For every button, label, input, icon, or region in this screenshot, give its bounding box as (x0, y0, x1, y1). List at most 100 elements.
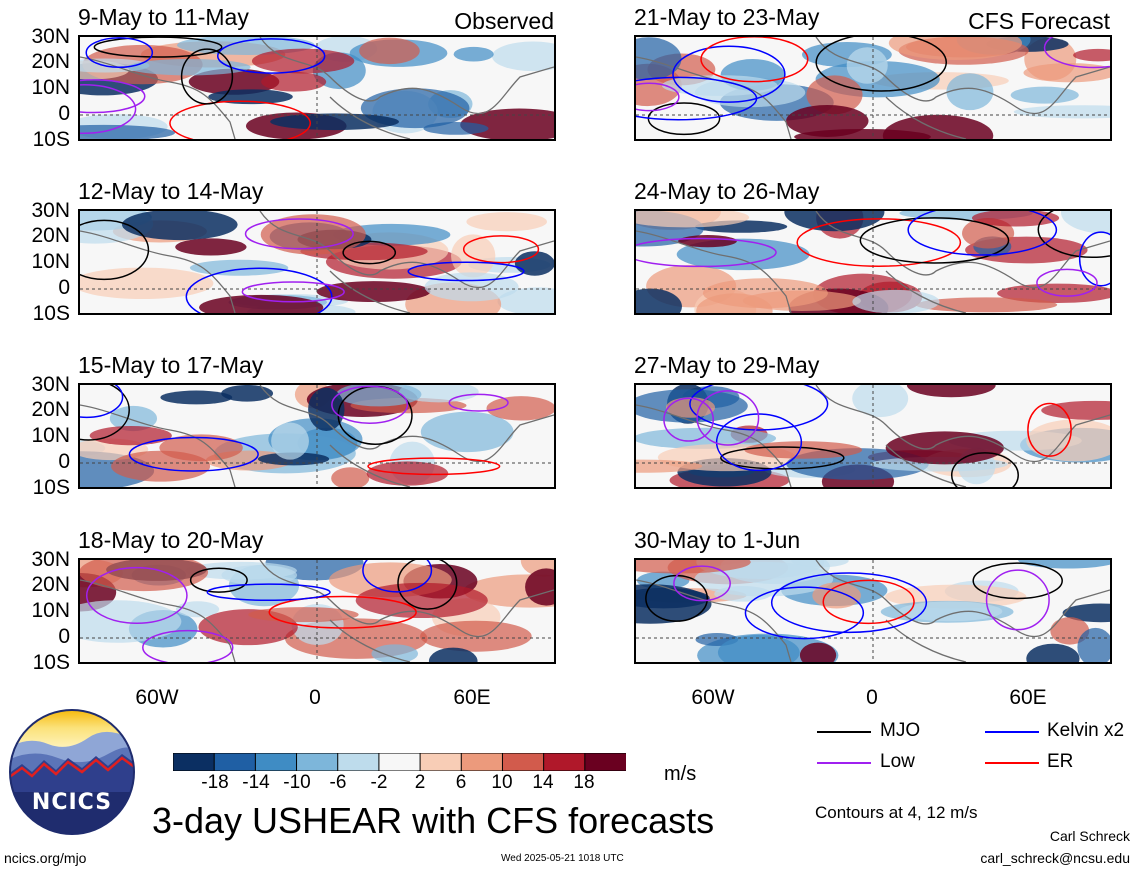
shading-blob (189, 259, 289, 276)
shading-blob (786, 105, 869, 137)
shading-blob (188, 68, 280, 95)
shading-blob (80, 560, 209, 592)
panel-title: 21-May to 23-May (634, 4, 820, 30)
footer-url[interactable]: ncics.org/mjo (4, 850, 87, 866)
contour-line (80, 385, 130, 441)
contour-line (744, 586, 865, 640)
legend-label-low: Low (880, 751, 915, 772)
shading-blob (80, 267, 214, 300)
shading-blob (80, 600, 182, 643)
shading-blob (221, 385, 274, 402)
footer-author: Carl Schreck (1049, 828, 1130, 844)
colorbar-swatch (378, 752, 422, 772)
contour-line (244, 218, 354, 250)
shading-blob (514, 251, 554, 276)
legend-label-er: ER (1047, 751, 1074, 772)
y-tick-label: 10N (31, 599, 70, 622)
contour-line (80, 79, 146, 114)
shading-blob (636, 288, 682, 313)
shading-blob (794, 129, 931, 139)
contour-line (85, 37, 154, 69)
shading-blob (1077, 627, 1110, 662)
colorbar-tick: -14 (242, 772, 270, 793)
shading-blob (420, 411, 514, 453)
x-tick-label: 0 (866, 686, 878, 709)
contour-line (796, 218, 962, 267)
contour-line (93, 37, 223, 58)
contour-line (822, 579, 915, 625)
y-tick-label: 30N (31, 199, 70, 222)
footer-email[interactable]: carl_schreck@ncsu.edu (980, 850, 1130, 866)
contour-line (268, 595, 417, 629)
y-tick-label: 20N (31, 573, 70, 596)
colorbar-swatch (460, 752, 504, 772)
contour-line (636, 237, 777, 268)
shading-blob (451, 234, 496, 278)
colorbar-tick: -10 (283, 772, 311, 793)
shading-blob (466, 212, 547, 232)
shading-blob (799, 642, 837, 662)
colorbar-tick: 18 (573, 772, 595, 793)
x-tick-label: 60W (691, 686, 735, 709)
shading-blob (428, 647, 478, 662)
x-tick-label: 60E (453, 686, 491, 709)
shading-blob (971, 211, 1060, 227)
contour-line (206, 583, 331, 602)
map-panel (78, 35, 556, 141)
contour-line (720, 446, 845, 470)
legend-swatch-kelvin (985, 731, 1039, 733)
y-tick-label: 20N (31, 398, 70, 421)
contour-line (907, 211, 1058, 256)
colorbar-tick: 6 (455, 772, 467, 793)
colorbar-tick: -18 (201, 772, 229, 793)
shading-blob (636, 211, 750, 228)
shading-blob (717, 634, 800, 662)
y-tick-label: 0 (58, 625, 70, 648)
contour-line (859, 217, 1010, 264)
contour-line (950, 452, 1019, 487)
contour-line (448, 393, 509, 412)
y-tick-label: 10S (32, 128, 70, 151)
y-tick-label: 10N (31, 250, 70, 273)
colorbar-swatch (584, 752, 627, 772)
coastline (80, 211, 554, 313)
shading-blob (371, 644, 419, 662)
shading-blob (636, 587, 710, 609)
shading-blob (175, 601, 220, 618)
contour-line (180, 48, 234, 105)
contour-line (696, 390, 760, 446)
colorbar-tick: 2 (414, 772, 426, 793)
contour-line (770, 572, 928, 634)
colorbar-swatch (172, 752, 216, 772)
shading-blob (744, 441, 863, 459)
panel-title: 27-May to 29-May (634, 352, 820, 378)
map-panel (634, 383, 1112, 489)
contour-line (169, 100, 312, 139)
colorbar-swatch (501, 752, 545, 772)
shading-blob (160, 390, 233, 405)
y-tick-label: 0 (58, 276, 70, 299)
shading-blob (208, 89, 293, 105)
map-panel (78, 209, 556, 315)
coastline (80, 37, 554, 139)
panel-title: 15-May to 17-May (78, 352, 264, 378)
shading-blob (271, 422, 309, 460)
shading-blob (359, 37, 420, 65)
shading-blob (248, 607, 359, 623)
shading-blob (1061, 211, 1110, 234)
shading-blob (898, 601, 1003, 622)
y-tick-label: 10S (32, 651, 70, 674)
legend-swatch-er (985, 762, 1039, 764)
contour-line (636, 82, 680, 112)
shading-blob (1013, 105, 1110, 119)
contour-line (185, 267, 333, 313)
contour-line (1037, 211, 1110, 259)
panel-title: 18-May to 20-May (78, 527, 264, 553)
contour-line (80, 219, 150, 281)
shading-blob (199, 294, 324, 313)
shading-blob (997, 283, 1110, 303)
shading-blob (852, 385, 909, 418)
contour-line (462, 235, 540, 264)
shading-blob (491, 41, 554, 72)
contour-line (672, 45, 786, 103)
